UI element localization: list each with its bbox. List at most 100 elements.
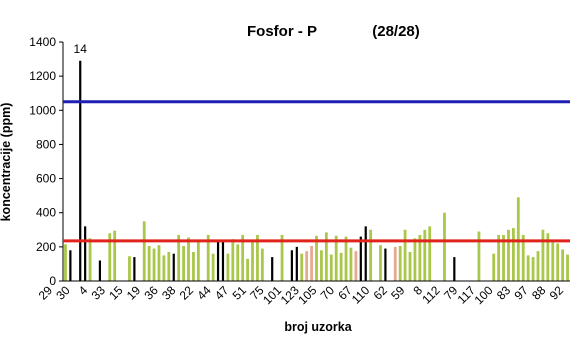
- bar: [364, 226, 367, 281]
- bar: [329, 254, 333, 281]
- x-tick-label: 30: [53, 283, 73, 303]
- bar: [98, 260, 102, 281]
- y-axis-title: koncentracije (ppm): [0, 103, 13, 222]
- bar: [393, 246, 397, 281]
- bar: [497, 234, 501, 281]
- bar: [236, 244, 240, 281]
- bar: [256, 234, 259, 281]
- x-tick-label: 112: [419, 283, 443, 307]
- bar: [403, 229, 407, 281]
- chart-subtitle: (28/28): [372, 23, 420, 40]
- bar: [453, 257, 456, 281]
- bar: [231, 239, 235, 281]
- bar: [260, 248, 264, 281]
- x-tick-label: 59: [388, 283, 408, 303]
- bar: [379, 245, 382, 281]
- bar: [413, 238, 417, 281]
- bar: [113, 230, 117, 281]
- bar: [206, 234, 210, 281]
- x-tick-label: 105: [295, 283, 319, 307]
- y-tick-label: 1200: [29, 69, 56, 83]
- bar: [226, 253, 230, 281]
- y-axis: 0 200 400 600 800 1000 1200 1400: [29, 35, 64, 288]
- bar: [511, 228, 515, 281]
- bar: [536, 251, 540, 281]
- y-tick-label: 600: [36, 172, 56, 186]
- bar: [280, 234, 284, 281]
- bar: [84, 226, 87, 281]
- bar: [354, 251, 358, 281]
- bar: [295, 246, 298, 281]
- bar: [246, 258, 249, 281]
- y-tick-label: 200: [36, 240, 56, 254]
- bar: [142, 221, 146, 281]
- reference-lines: [63, 100, 570, 243]
- bar: [128, 256, 131, 281]
- x-tick-label: 92: [547, 283, 567, 303]
- bar: [79, 60, 82, 282]
- bar: [192, 251, 195, 281]
- bar: [398, 246, 402, 281]
- bar: [551, 240, 555, 281]
- bar: [172, 253, 175, 281]
- bar: [69, 250, 72, 281]
- bar: [502, 234, 505, 281]
- y-tick-label: 400: [36, 206, 56, 220]
- bar: [251, 240, 254, 281]
- bar: [541, 229, 545, 281]
- bar: [241, 234, 245, 281]
- bar: [516, 197, 520, 281]
- bar: [408, 251, 412, 281]
- y-tick-label: 1000: [29, 103, 56, 117]
- bars: [64, 60, 569, 282]
- bar: [477, 231, 481, 281]
- bar: [507, 229, 510, 281]
- bar: [157, 245, 161, 281]
- bar: [162, 255, 166, 281]
- bar: [177, 234, 181, 281]
- x-axis-title: broj uzorka: [284, 320, 352, 334]
- bar: [369, 229, 373, 281]
- bar: [339, 252, 343, 281]
- bar: [384, 248, 387, 281]
- bar: [88, 238, 92, 281]
- bar: [221, 240, 225, 281]
- y-tick-label: 1400: [29, 35, 56, 49]
- x-tick-label: 110: [349, 283, 373, 307]
- bar: [187, 237, 190, 281]
- x-tick-label: 100: [472, 283, 496, 307]
- bar: [167, 251, 171, 281]
- bar: [546, 233, 550, 281]
- bar: [418, 234, 422, 281]
- bar: [521, 234, 525, 281]
- bar: [320, 250, 323, 281]
- bar: [344, 236, 348, 281]
- bar: [310, 246, 313, 281]
- bar: [526, 255, 530, 281]
- bar: [531, 257, 535, 281]
- bar: [349, 247, 353, 281]
- bar: [305, 251, 309, 281]
- peak-annotation: 14: [74, 42, 88, 56]
- bar: [108, 233, 112, 281]
- bar: [324, 232, 328, 281]
- bar: [561, 249, 565, 281]
- bar: [492, 253, 496, 281]
- bar: [359, 236, 362, 281]
- x-tick-label: 4: [76, 283, 91, 298]
- bar: [556, 243, 560, 281]
- bar: [216, 241, 220, 281]
- bar: [271, 257, 274, 281]
- bar: [152, 248, 156, 281]
- bar: [443, 212, 446, 281]
- bar: [182, 246, 185, 281]
- bar: [196, 240, 200, 281]
- bar: [133, 257, 136, 281]
- bar: [64, 244, 67, 281]
- bar: [300, 253, 304, 281]
- bar: [334, 235, 338, 281]
- bar: [566, 254, 569, 281]
- bar: [315, 235, 318, 281]
